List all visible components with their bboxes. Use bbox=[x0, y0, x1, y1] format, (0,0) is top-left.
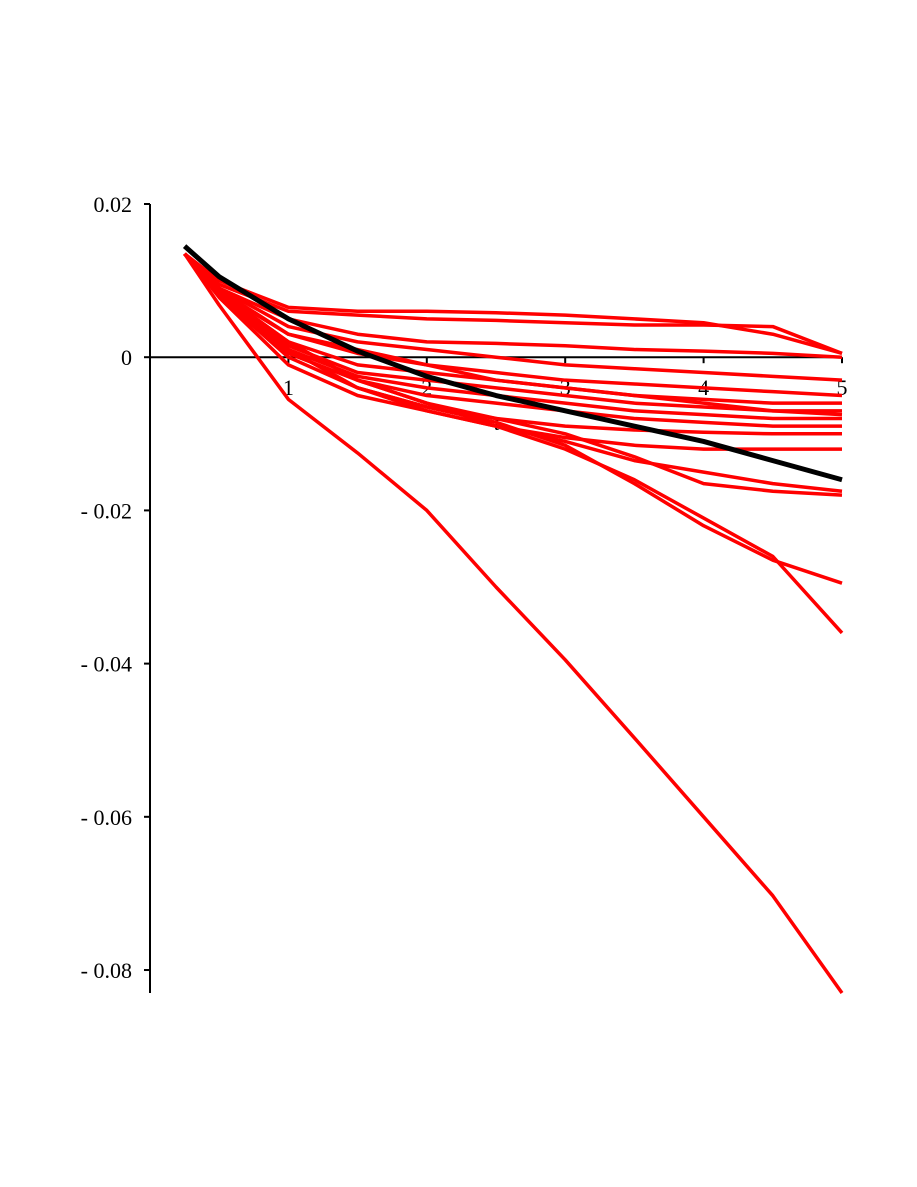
y-tick-label: - 0.08 bbox=[81, 958, 132, 983]
y-tick-label: 0 bbox=[121, 345, 132, 370]
series-line bbox=[183, 252, 843, 382]
x-tick-label: 5 bbox=[837, 375, 848, 400]
y-tick-label: - 0.04 bbox=[81, 652, 132, 677]
series-line bbox=[183, 252, 843, 493]
series-line bbox=[182, 244, 843, 483]
series-line bbox=[183, 252, 844, 995]
x-tick-label: 1 bbox=[283, 375, 294, 400]
series-line bbox=[183, 252, 843, 417]
series-line bbox=[183, 252, 842, 413]
y-tick-label: - 0.02 bbox=[81, 498, 132, 523]
y-tick-label: - 0.06 bbox=[81, 805, 132, 830]
series-line bbox=[183, 252, 842, 436]
y-tick-label: 0.02 bbox=[94, 192, 133, 217]
series-line bbox=[183, 252, 843, 359]
series-line bbox=[183, 252, 842, 428]
